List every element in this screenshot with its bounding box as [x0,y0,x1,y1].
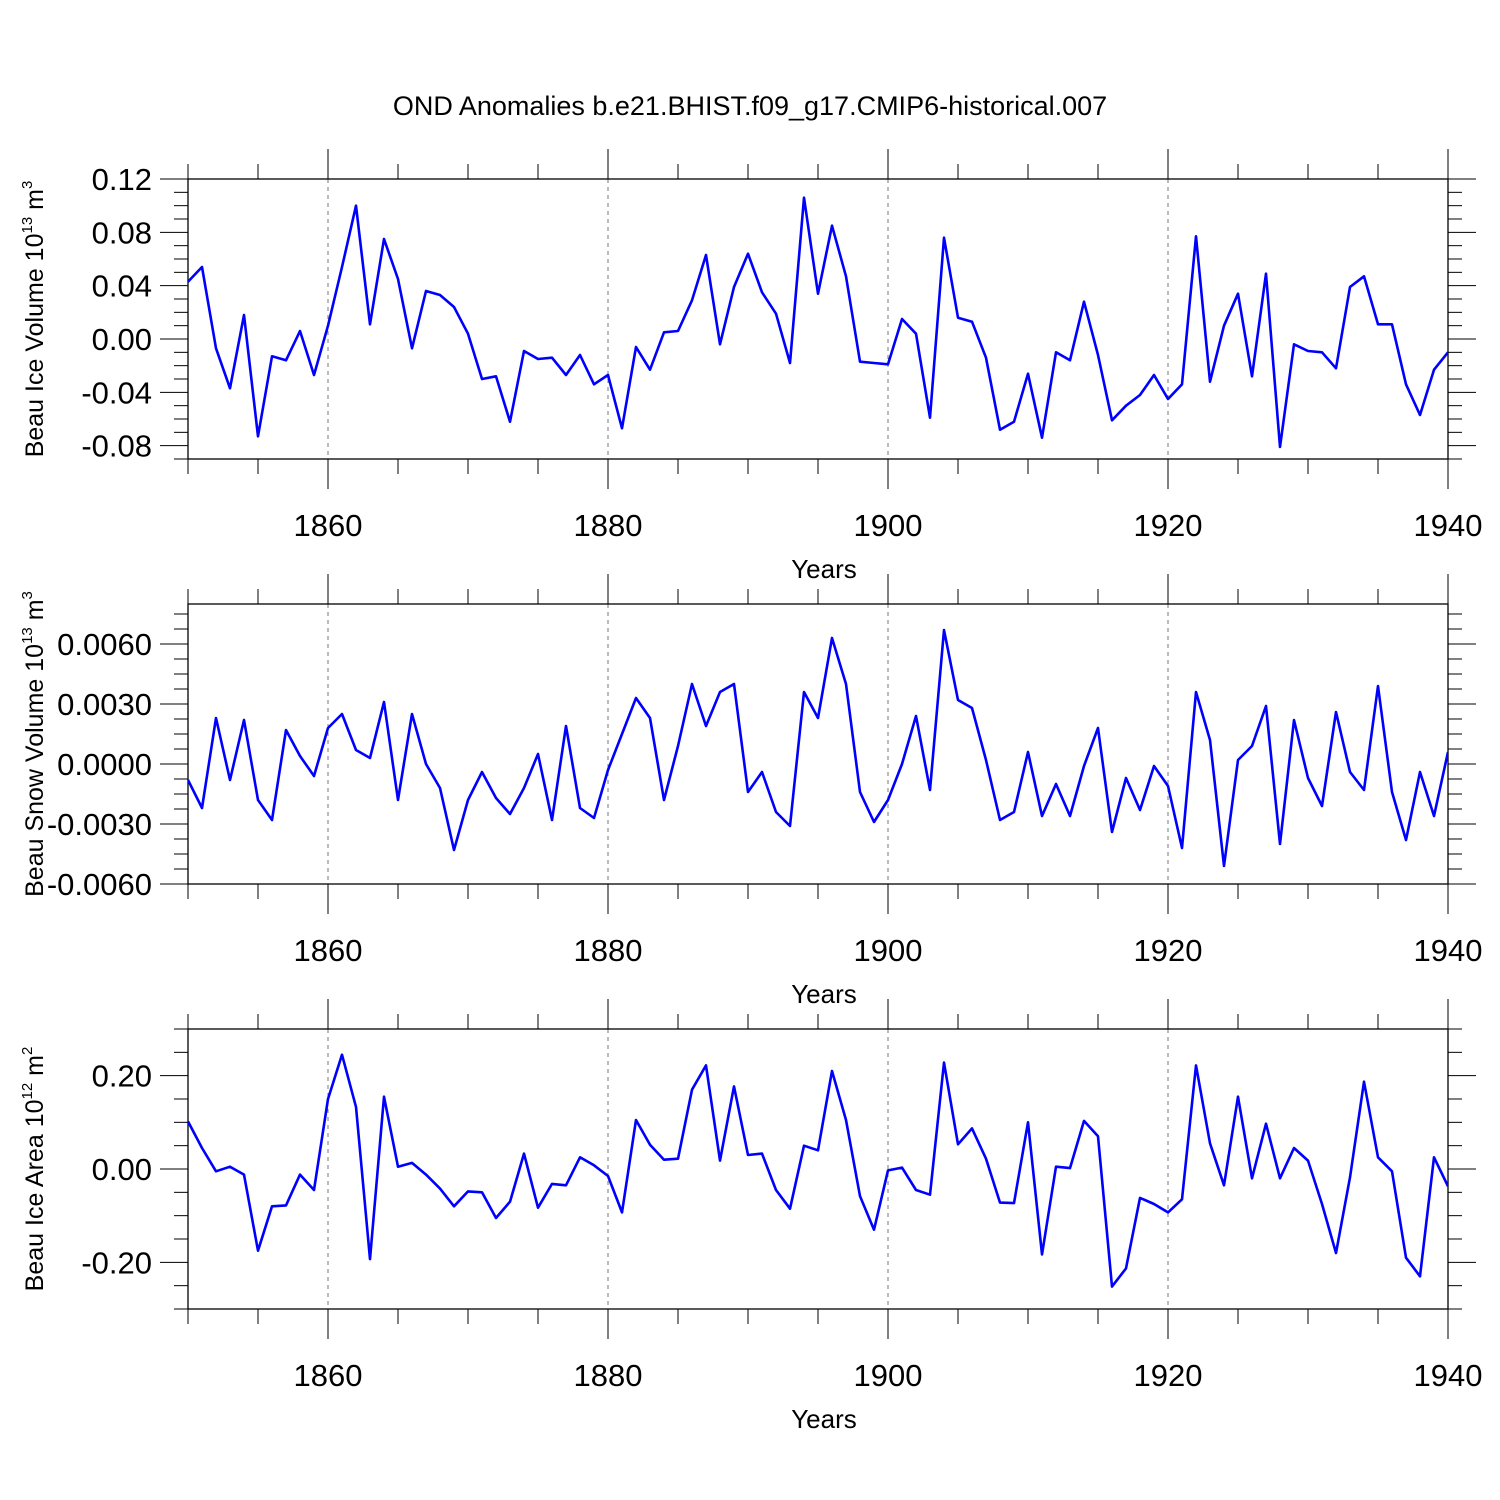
x-tick-label: 1900 [854,1358,923,1393]
x-tick-label: 1920 [1134,508,1203,543]
y-axis-label: Beau Ice Volume 1013 m3 [19,181,49,458]
series-line-1 [188,196,1448,449]
series-line-3 [188,1053,1448,1288]
y-tick-label: -0.04 [81,375,152,410]
y-axis-label-pre: Beau Ice Area 10 [21,1100,49,1292]
x-tick-label: 1900 [854,508,923,543]
x-tick-label: 1860 [294,933,363,968]
y-tick-label: -0.0060 [47,867,152,902]
x-tick-label: 1860 [294,508,363,543]
panels: -0.08 -0.04 0.00 0.04 0.08 0.12 1860 1880 1900 19… [19,149,1482,1434]
x-tick-label: 1880 [574,508,643,543]
x-tick-label: 1940 [1414,933,1483,968]
chart-title: OND Anomalies b.e21.BHIST.f09_g17.CMIP6-… [393,91,1107,121]
y-tick-label: 0.04 [92,269,152,304]
y-axis-label-mid: m [21,599,49,627]
x-tick-label: 1920 [1134,933,1203,968]
y-tick-label: -0.0030 [47,807,152,842]
x-axis-label: Years [791,1404,857,1434]
y-axis-label-pre: Beau Snow Volume 10 [21,644,49,897]
y-tick-label: 0.0030 [57,687,152,722]
x-tick-label: 1860 [294,1358,363,1393]
y-tick-label: 0.00 [92,322,152,357]
y-tick-label: 0.08 [92,215,152,250]
x-tick-label: 1940 [1414,508,1483,543]
y-axis-label-sup: 13 [19,217,36,234]
x-tick-label: 1920 [1134,1358,1203,1393]
x-tick-label: 1940 [1414,1358,1483,1393]
y-axis-label-sup2: 3 [19,591,36,599]
y-tick-label: -0.20 [81,1245,152,1280]
y-tick-label: 0.0000 [57,747,152,782]
y-tick-label: 0.0060 [57,627,152,662]
x-tick-label: 1900 [854,933,923,968]
panel-2: -0.0060 -0.0030 0.0000 0.0030 0.0060 1860 1880… [19,574,1482,1009]
x-tick-label: 1880 [574,933,643,968]
x-axis-label: Years [791,554,857,584]
y-axis-label-sup2: 2 [19,1047,36,1055]
y-axis-label-mid: m [21,189,49,217]
y-axis-label: Beau Snow Volume 1013 m3 [19,591,49,897]
series-line-2 [188,628,1448,868]
y-axis-label-sup2: 3 [19,181,36,189]
y-tick-label: 0.12 [92,162,152,197]
y-axis-label-sup: 13 [19,627,36,644]
y-axis-label-sup: 12 [19,1083,36,1100]
panel-1: -0.08 -0.04 0.00 0.04 0.08 0.12 1860 1880 1900 19… [19,149,1482,584]
y-axis-label-mid: m [21,1055,49,1083]
plot-frame [187,603,1449,885]
y-axis-label-pre: Beau Ice Volume 10 [21,234,49,458]
panel-3: -0.20 0.00 0.20 1860 1880 1900 1920 1940 Years Be… [19,999,1482,1434]
x-axis-label: Years [791,979,857,1009]
y-tick-label: 0.00 [92,1152,152,1187]
x-tick-label: 1880 [574,1358,643,1393]
y-tick-label: 0.20 [92,1059,152,1094]
y-tick-label: -0.08 [81,429,152,464]
y-axis-label: Beau Ice Area 1012 m2 [19,1047,49,1292]
